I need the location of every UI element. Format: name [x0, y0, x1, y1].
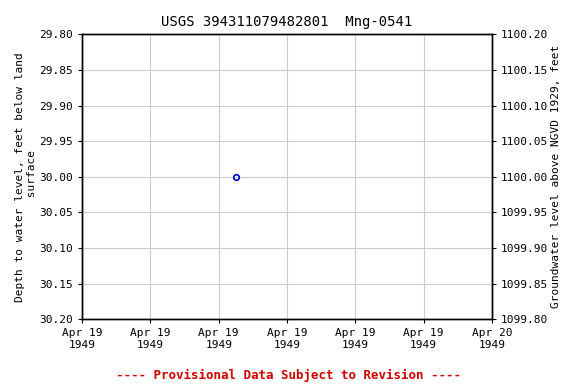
Text: ---- Provisional Data Subject to Revision ----: ---- Provisional Data Subject to Revisio… [116, 369, 460, 382]
Title: USGS 394311079482801  Mng-0541: USGS 394311079482801 Mng-0541 [161, 15, 412, 29]
Y-axis label: Depth to water level, feet below land
 surface: Depth to water level, feet below land su… [15, 52, 37, 301]
Y-axis label: Groundwater level above NGVD 1929, feet: Groundwater level above NGVD 1929, feet [551, 45, 561, 308]
